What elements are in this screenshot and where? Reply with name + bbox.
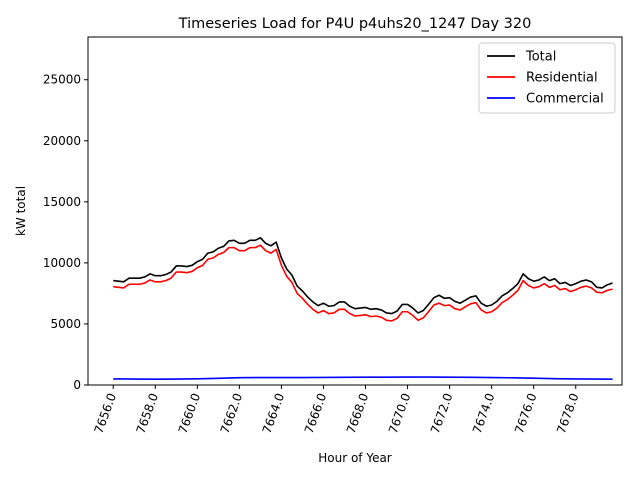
legend-label-total: Total xyxy=(525,50,556,65)
y-axis-label: kW total xyxy=(14,186,28,236)
series-line-commercial xyxy=(113,376,613,380)
legend-label-commercial: Commercial xyxy=(526,92,604,107)
y-axis-ticks: 0 5000 10000 15000 20000 25000 xyxy=(43,73,88,392)
legend: Total Residential Commercial xyxy=(478,42,616,114)
y-tick-label: 10000 xyxy=(43,256,81,270)
legend-label-residential: Residential xyxy=(526,71,598,86)
legend-frame xyxy=(478,42,616,114)
legend-items: Total Residential Commercial xyxy=(487,50,604,107)
y-tick-label: 15000 xyxy=(43,195,81,209)
plot-frame xyxy=(87,36,623,386)
x-axis-label: Hour of Year xyxy=(318,451,392,465)
series-line-residential xyxy=(113,244,613,322)
chart-title: Timeseries Load for P4U p4uhs20_1247 Day… xyxy=(178,16,532,32)
series-line-total xyxy=(113,237,613,315)
y-tick-label: 20000 xyxy=(43,134,81,148)
y-tick-label: 0 xyxy=(73,378,81,392)
y-tick-label: 25000 xyxy=(43,73,81,87)
y-tick-label: 5000 xyxy=(50,317,81,331)
plot-lines xyxy=(113,237,613,380)
